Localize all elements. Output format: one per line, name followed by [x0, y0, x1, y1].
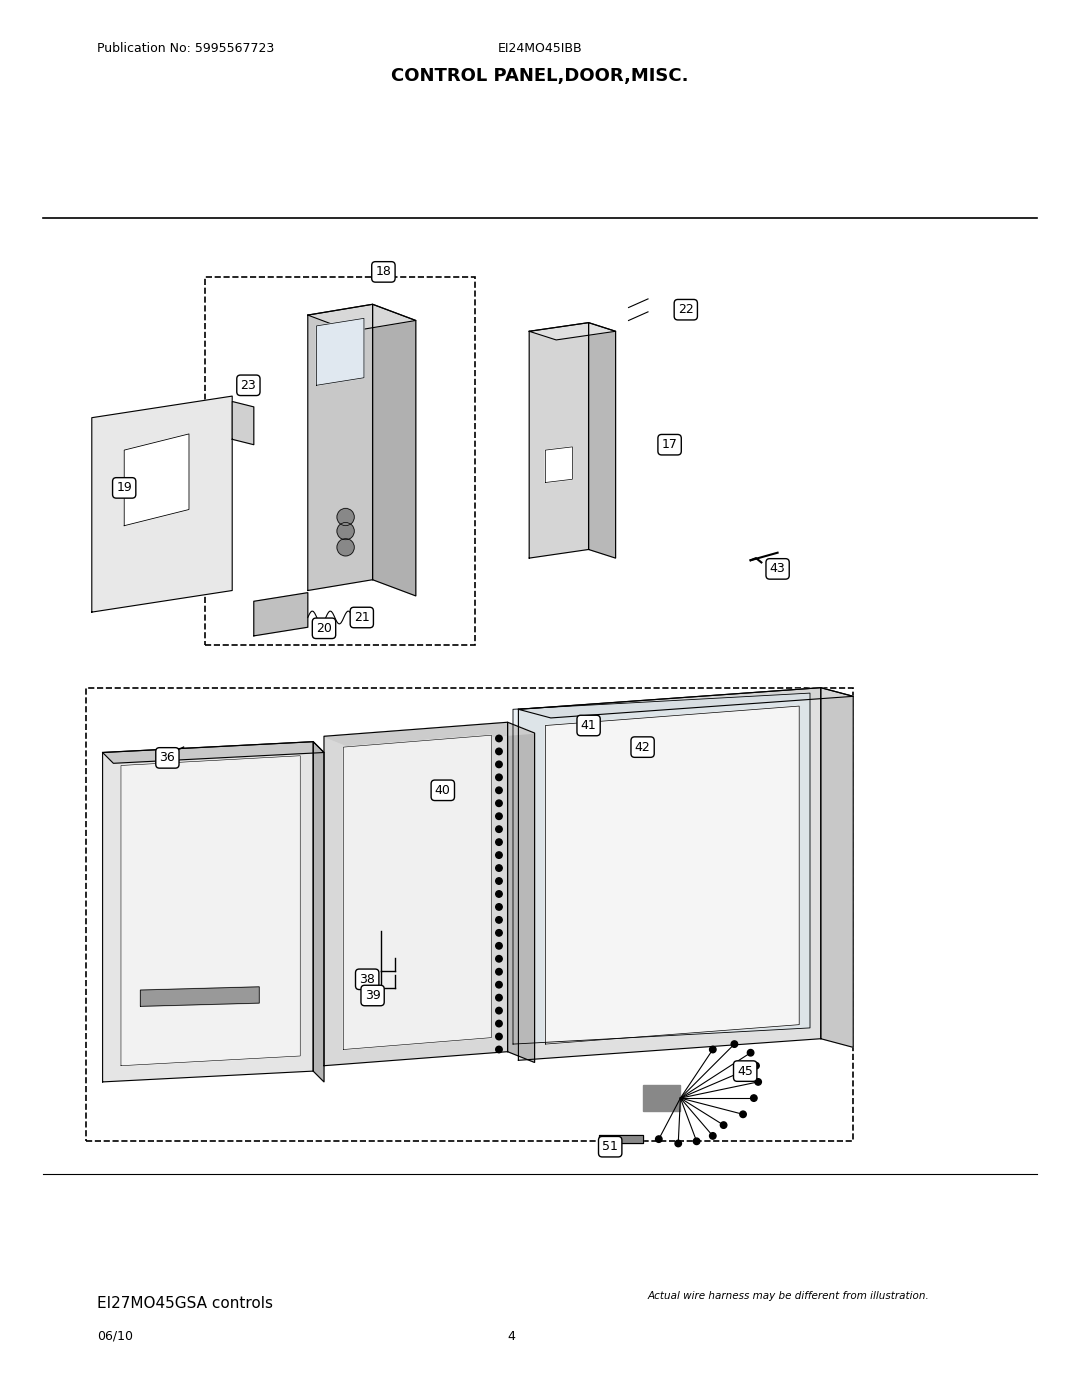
Polygon shape — [518, 687, 821, 1060]
Polygon shape — [343, 735, 491, 1049]
Text: 21: 21 — [354, 610, 369, 624]
Circle shape — [751, 1095, 757, 1101]
Polygon shape — [324, 722, 508, 1066]
Text: EI24MO45IBB: EI24MO45IBB — [498, 42, 582, 54]
Text: 36: 36 — [160, 752, 175, 764]
Circle shape — [496, 852, 502, 858]
Text: 39: 39 — [365, 989, 380, 1002]
Circle shape — [496, 787, 502, 793]
Circle shape — [710, 1046, 716, 1053]
Circle shape — [731, 1041, 738, 1048]
Polygon shape — [529, 323, 589, 557]
Circle shape — [496, 982, 502, 988]
Circle shape — [337, 522, 354, 539]
Polygon shape — [92, 397, 232, 612]
Circle shape — [496, 929, 502, 936]
Text: 45: 45 — [738, 1065, 753, 1077]
Polygon shape — [103, 742, 324, 763]
Circle shape — [755, 1078, 761, 1085]
Polygon shape — [545, 705, 799, 1044]
Text: Actual wire harness may be different from illustration.: Actual wire harness may be different fro… — [648, 1291, 930, 1301]
Circle shape — [496, 943, 502, 949]
Circle shape — [496, 800, 502, 806]
Text: 17: 17 — [662, 439, 677, 451]
Circle shape — [496, 813, 502, 820]
Circle shape — [496, 735, 502, 742]
Text: Publication No: 5995567723: Publication No: 5995567723 — [97, 42, 274, 54]
Text: 4: 4 — [508, 1330, 515, 1343]
Circle shape — [496, 749, 502, 754]
Text: 20: 20 — [316, 622, 332, 634]
Circle shape — [496, 1020, 502, 1027]
Circle shape — [675, 1140, 681, 1147]
Text: 38: 38 — [360, 972, 375, 986]
Text: 06/10: 06/10 — [97, 1330, 133, 1343]
Circle shape — [693, 1139, 700, 1144]
Circle shape — [496, 840, 502, 845]
Circle shape — [710, 1133, 716, 1139]
Polygon shape — [589, 323, 616, 557]
Text: 51: 51 — [603, 1140, 618, 1153]
Text: 42: 42 — [635, 740, 650, 753]
Polygon shape — [518, 687, 853, 718]
Polygon shape — [529, 323, 616, 339]
Polygon shape — [140, 986, 259, 1006]
Polygon shape — [308, 305, 373, 591]
Circle shape — [337, 509, 354, 525]
Circle shape — [747, 1049, 754, 1056]
Polygon shape — [313, 742, 324, 1081]
Polygon shape — [545, 447, 572, 482]
Polygon shape — [373, 305, 416, 597]
Circle shape — [496, 761, 502, 767]
Polygon shape — [103, 742, 313, 1081]
Polygon shape — [308, 305, 416, 331]
Polygon shape — [121, 756, 300, 1066]
Polygon shape — [316, 319, 364, 386]
Circle shape — [496, 774, 502, 781]
Circle shape — [496, 891, 502, 897]
Circle shape — [496, 956, 502, 963]
Text: 43: 43 — [770, 563, 785, 576]
Circle shape — [656, 1136, 662, 1143]
Polygon shape — [254, 592, 308, 636]
Polygon shape — [232, 401, 254, 444]
Circle shape — [753, 1063, 759, 1069]
Text: 18: 18 — [376, 265, 391, 278]
Polygon shape — [513, 693, 810, 1044]
Polygon shape — [821, 687, 853, 1048]
Circle shape — [496, 877, 502, 884]
Circle shape — [496, 865, 502, 872]
Text: 22: 22 — [678, 303, 693, 316]
Circle shape — [496, 904, 502, 911]
Polygon shape — [124, 434, 189, 525]
Text: 40: 40 — [435, 784, 450, 796]
Text: 19: 19 — [117, 482, 132, 495]
Circle shape — [720, 1122, 727, 1129]
Polygon shape — [508, 722, 535, 1063]
Circle shape — [496, 916, 502, 923]
Text: EI27MO45GSA controls: EI27MO45GSA controls — [97, 1296, 273, 1312]
Circle shape — [337, 539, 354, 556]
Polygon shape — [599, 1134, 643, 1144]
Polygon shape — [324, 722, 535, 747]
Polygon shape — [643, 1085, 680, 1111]
Text: 23: 23 — [241, 379, 256, 391]
Circle shape — [496, 1034, 502, 1039]
Text: CONTROL PANEL,DOOR,MISC.: CONTROL PANEL,DOOR,MISC. — [391, 67, 689, 85]
Circle shape — [496, 826, 502, 833]
Circle shape — [496, 1007, 502, 1014]
Circle shape — [496, 1046, 502, 1053]
Circle shape — [740, 1111, 746, 1118]
Text: 41: 41 — [581, 719, 596, 732]
Circle shape — [496, 968, 502, 975]
Circle shape — [496, 995, 502, 1000]
